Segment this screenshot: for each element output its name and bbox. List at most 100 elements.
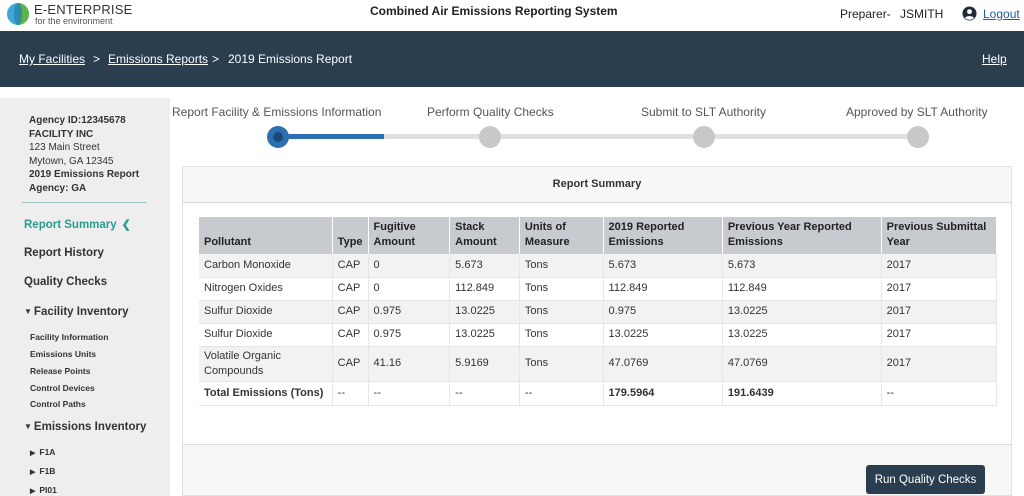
table-cell: 191.6439 bbox=[722, 381, 882, 406]
sidebar-group-facility-inventory[interactable]: ▼ Facility Inventory bbox=[24, 306, 129, 318]
caret-right-icon: ▶ bbox=[30, 488, 36, 495]
table-cell: Tons bbox=[519, 346, 604, 382]
sidebar-divider bbox=[22, 202, 147, 203]
run-quality-checks-button[interactable]: Run Quality Checks bbox=[866, 465, 985, 494]
table-cell: Tons bbox=[519, 254, 604, 278]
table-cell: CAP bbox=[332, 277, 369, 301]
column-header-previous-emissions: Previous Year Reported Emissions bbox=[722, 217, 882, 254]
table-cell: 5.673 bbox=[603, 254, 723, 278]
e-enterprise-logo bbox=[7, 3, 29, 25]
breadcrumb-separator: > bbox=[212, 52, 220, 66]
sidebar-item-f1a[interactable]: ▶ F1A bbox=[30, 447, 55, 457]
sidebar-group-emissions-inventory[interactable]: ▼ Emissions Inventory bbox=[24, 421, 146, 433]
caret-right-icon: ▶ bbox=[30, 469, 36, 476]
panel-header: Report Summary bbox=[183, 167, 1011, 203]
table-cell: -- bbox=[332, 381, 369, 406]
report-summary-panel: Report Summary Pollutant Type Fugitive A… bbox=[182, 166, 1012, 496]
sidebar-item-emissions-units[interactable]: Emissions Units bbox=[30, 349, 97, 359]
sidebar-item-pi01[interactable]: ▶ PI01 bbox=[30, 485, 57, 495]
panel-body: Pollutant Type Fugitive Amount Stack Amo… bbox=[183, 204, 1011, 444]
table-cell: 112.849 bbox=[449, 277, 520, 301]
report-name: 2019 Emissions Report bbox=[29, 169, 140, 181]
sidebar-item-facility-information[interactable]: Facility Information bbox=[30, 332, 109, 342]
breadcrumb-emissions-reports[interactable]: Emissions Reports bbox=[108, 52, 209, 66]
sidebar-group-label: Emissions Inventory bbox=[33, 421, 147, 433]
step-dot-submit-slt[interactable] bbox=[693, 126, 715, 148]
table-row: Sulfur Dioxide CAP 0.975 13.0225 Tons 13… bbox=[199, 323, 998, 347]
table-row: Volatile Organic Compounds CAP 41.16 5.9… bbox=[199, 346, 998, 382]
table-cell: 0.975 bbox=[368, 323, 451, 347]
facility-info-block: Agency ID:12345678 FACILITY INC 123 Main… bbox=[29, 114, 139, 196]
table-cell: 0 bbox=[368, 254, 451, 278]
sidebar: Agency ID:12345678 FACILITY INC 123 Main… bbox=[0, 98, 170, 496]
table-cell: 5.9169 bbox=[449, 346, 520, 382]
breadcrumb-bar: My Facilities > Emissions Reports > 2019… bbox=[0, 31, 1024, 87]
step-label-submit-slt: Submit to SLT Authority bbox=[641, 105, 766, 119]
table-cell: 0 bbox=[368, 277, 451, 301]
preparer-label: Preparer- bbox=[840, 7, 891, 21]
sidebar-item-report-summary[interactable]: Report Summary ❮ bbox=[24, 218, 131, 231]
sidebar-group-label: Facility Inventory bbox=[33, 306, 129, 318]
table-cell: CAP bbox=[332, 254, 369, 278]
table-cell: 47.0769 bbox=[722, 346, 882, 382]
column-header-fugitive-amount: Fugitive Amount bbox=[368, 217, 451, 254]
table-cell: Sulfur Dioxide bbox=[199, 300, 333, 324]
table-cell: 0.975 bbox=[368, 300, 451, 324]
address-line-1: 123 Main Street bbox=[29, 142, 100, 154]
column-header-type: Type bbox=[332, 217, 369, 254]
panel-title: Report Summary bbox=[552, 178, 642, 190]
step-dot-quality-checks[interactable] bbox=[479, 126, 501, 148]
table-cell: Nitrogen Oxides bbox=[199, 277, 333, 301]
help-link[interactable]: Help bbox=[982, 52, 1007, 66]
column-header-pollutant: Pollutant bbox=[199, 217, 333, 254]
panel-footer-divider bbox=[183, 444, 1011, 445]
agency-id: Agency ID:12345678 bbox=[29, 115, 126, 126]
user-circle-icon[interactable] bbox=[962, 6, 977, 21]
table-cell: 13.0225 bbox=[449, 323, 520, 347]
sidebar-item-quality-checks[interactable]: Quality Checks bbox=[24, 276, 108, 288]
step-dot-current[interactable] bbox=[267, 126, 289, 148]
column-header-units: Units of Measure bbox=[519, 217, 604, 254]
table-cell: Volatile Organic Compounds bbox=[199, 346, 333, 382]
table-cell: -- bbox=[368, 381, 451, 406]
breadcrumb-my-facilities[interactable]: My Facilities bbox=[19, 52, 86, 66]
caret-down-icon: ▼ bbox=[24, 307, 32, 316]
step-label-quality-checks: Perform Quality Checks bbox=[427, 105, 554, 119]
caret-down-icon: ▼ bbox=[24, 422, 32, 431]
sidebar-item-control-paths[interactable]: Control Paths bbox=[30, 399, 86, 409]
table-cell: -- bbox=[519, 381, 604, 406]
brand-name: E-ENTERPRISE bbox=[34, 2, 133, 17]
sidebar-item-f1b[interactable]: ▶ F1B bbox=[30, 466, 55, 476]
table-row: Sulfur Dioxide CAP 0.975 13.0225 Tons 0.… bbox=[199, 300, 998, 324]
sidebar-item-label: F1B bbox=[39, 466, 56, 476]
address-line-2: Mytown, GA 12345 bbox=[29, 155, 114, 167]
table-cell: Total Emissions (Tons) bbox=[199, 381, 333, 406]
table-cell: 2017 bbox=[881, 277, 998, 301]
table-cell: Tons bbox=[519, 300, 604, 324]
sidebar-item-release-points[interactable]: Release Points bbox=[30, 366, 91, 376]
table-cell: 41.16 bbox=[368, 346, 451, 382]
table-cell: 179.5964 bbox=[603, 381, 723, 406]
emissions-summary-table: Pollutant Type Fugitive Amount Stack Amo… bbox=[199, 217, 998, 406]
table-cell: CAP bbox=[332, 323, 369, 347]
stepper-track bbox=[278, 134, 918, 139]
preparer-name: JSMITH bbox=[900, 7, 944, 21]
sidebar-item-report-history[interactable]: Report History bbox=[24, 247, 104, 259]
table-cell: 5.673 bbox=[449, 254, 520, 278]
step-dot-approved-slt[interactable] bbox=[907, 126, 929, 148]
table-cell: 0.975 bbox=[603, 300, 723, 324]
table-cell: Carbon Monoxide bbox=[199, 254, 333, 278]
table-cell: -- bbox=[449, 381, 520, 406]
table-cell: 2017 bbox=[881, 300, 998, 324]
sidebar-item-control-devices[interactable]: Control Devices bbox=[30, 383, 95, 393]
sidebar-item-label: Report Summary bbox=[24, 219, 117, 231]
brand-tagline: for the environment bbox=[35, 16, 113, 26]
column-header-previous-year: Previous Submittal Year bbox=[881, 217, 998, 254]
table-header-row: Pollutant Type Fugitive Amount Stack Amo… bbox=[199, 217, 998, 254]
table-cell: 2017 bbox=[881, 346, 998, 382]
sidebar-item-label: PI01 bbox=[39, 485, 57, 495]
table-cell: Sulfur Dioxide bbox=[199, 323, 333, 347]
step-label-report-facility: Report Facility & Emissions Information bbox=[172, 105, 382, 119]
logout-link[interactable]: Logout bbox=[983, 7, 1020, 21]
table-cell: 47.0769 bbox=[603, 346, 723, 382]
